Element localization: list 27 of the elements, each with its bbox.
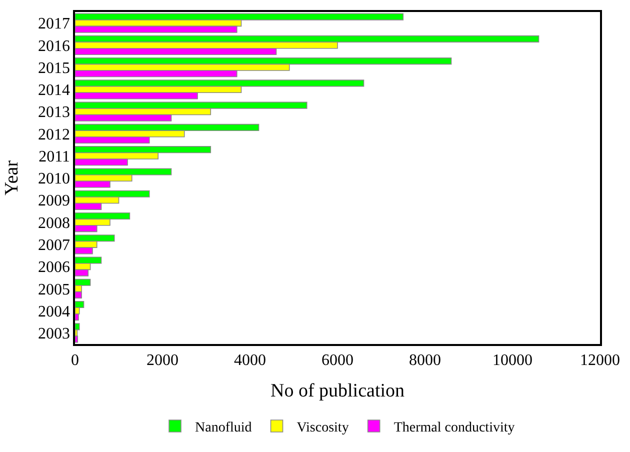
- y-tick-label: 2009: [38, 192, 70, 210]
- x-tick-label: 6000: [322, 352, 354, 369]
- x-axis-title: No of publication: [270, 380, 406, 402]
- y-tick-label: 2010: [38, 170, 70, 188]
- y-tick-label: 2012: [38, 126, 70, 144]
- y-tick-label: 2007: [38, 237, 70, 254]
- y-tick-label: 2014: [38, 82, 70, 100]
- x-tick-label: 10000: [492, 352, 532, 369]
- legend-label: Thermal conductivity: [394, 420, 515, 436]
- y-tick-label: 2013: [38, 104, 70, 122]
- y-tick-label: 2015: [38, 60, 70, 77]
- y-tick-label: 2006: [38, 259, 70, 276]
- legend-label: Nanofluid: [195, 420, 252, 436]
- y-tick-label: 2016: [38, 38, 70, 55]
- y-tick-label: 2008: [38, 214, 70, 232]
- x-tick-label: 8000: [409, 352, 441, 369]
- y-tick-label: 2003: [38, 326, 70, 343]
- y-tick-label: 2011: [38, 148, 70, 166]
- y-tick-label: 2004: [38, 303, 70, 320]
- x-tick-label: 12000: [580, 352, 620, 369]
- x-tick-label: 4000: [234, 352, 266, 369]
- y-tick-label: 2005: [38, 281, 70, 298]
- x-tick-label: 2000: [146, 352, 178, 369]
- x-tick-label: 0: [71, 352, 79, 369]
- y-axis-title: Year: [1, 160, 22, 196]
- legend-label: Viscosity: [296, 420, 349, 436]
- y-tick-label: 2017: [38, 16, 70, 33]
